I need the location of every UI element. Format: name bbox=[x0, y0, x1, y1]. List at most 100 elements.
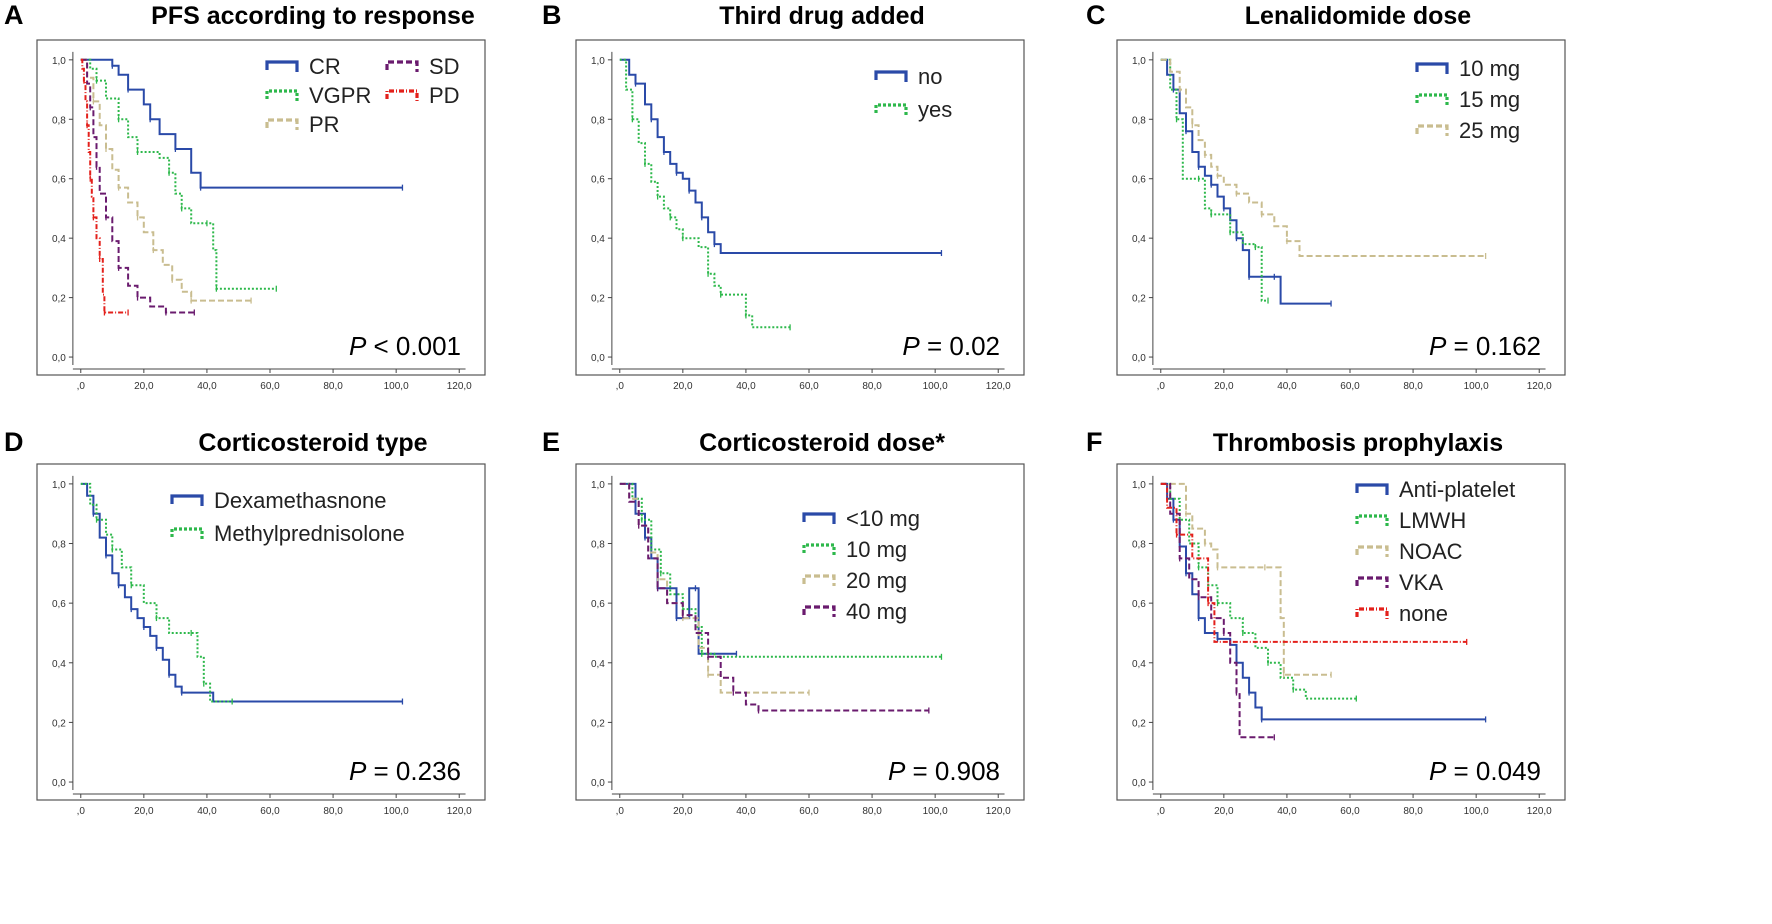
legend-swatch bbox=[265, 89, 299, 101]
y-tick-label: 0,2 bbox=[1132, 294, 1146, 305]
p-value-symbol: P bbox=[888, 756, 906, 786]
y-tick-label: 0,4 bbox=[1132, 234, 1146, 245]
y-tick-label: 0,2 bbox=[52, 718, 66, 729]
legend-label: none bbox=[1399, 601, 1448, 626]
y-tick-label: 0,2 bbox=[591, 718, 605, 729]
y-tick-label: 0,4 bbox=[52, 659, 66, 670]
y-tick-label: 0,6 bbox=[1132, 175, 1146, 186]
chart-title: Thrombosis prophylaxis bbox=[1213, 429, 1503, 457]
p-value: P = 0.162 bbox=[1429, 331, 1541, 361]
chart-panel-E: E Corticosteroid dose* 0,0 0,2 0,4 0,6 0,8 1,0,… bbox=[542, 427, 1025, 817]
y-tick-label: 0,4 bbox=[591, 234, 605, 245]
legend-swatch bbox=[1355, 545, 1389, 557]
legend-label: 20 mg bbox=[846, 568, 907, 593]
x-tick-label: 40,0 bbox=[1277, 806, 1297, 817]
p-value: P = 0.02 bbox=[902, 331, 1000, 361]
km-curve-yes bbox=[619, 58, 791, 329]
y-tick-label: 0,0 bbox=[52, 778, 66, 789]
legend-label: PR bbox=[309, 112, 340, 137]
y-tick-label: 0,2 bbox=[52, 294, 66, 305]
x-tick-label: 20,0 bbox=[1214, 806, 1234, 817]
y-tick-label: 1,0 bbox=[591, 56, 605, 67]
y-tick-label: 0,0 bbox=[52, 353, 66, 364]
y-tick-label: 0,4 bbox=[591, 659, 605, 670]
legend-swatch bbox=[874, 70, 908, 82]
x-tick-label: 20,0 bbox=[673, 806, 693, 817]
x-tick-label: 40,0 bbox=[197, 381, 217, 392]
y-tick-label: 0,8 bbox=[1132, 540, 1146, 551]
legend-label: no bbox=[918, 64, 942, 89]
x-tick-label: 120,0 bbox=[986, 806, 1011, 817]
km-curve-no bbox=[619, 58, 942, 254]
legend-swatch bbox=[802, 512, 836, 524]
x-tick-label: 100,0 bbox=[384, 381, 409, 392]
legend-label: yes bbox=[918, 97, 952, 122]
legend-label: Methylprednisolone bbox=[214, 521, 405, 546]
km-curve--10-mg bbox=[619, 482, 737, 655]
legend-swatch bbox=[170, 527, 204, 539]
legend-swatch bbox=[385, 60, 419, 72]
p-value-symbol: P bbox=[349, 331, 367, 361]
legend-swatch bbox=[265, 60, 299, 72]
legend-swatch bbox=[1355, 576, 1389, 588]
p-value-symbol: P bbox=[1429, 756, 1447, 786]
y-tick-label: 0,4 bbox=[52, 234, 66, 245]
x-tick-label: 120,0 bbox=[986, 381, 1011, 392]
y-tick-label: 1,0 bbox=[1132, 480, 1146, 491]
x-tick-label: ,0 bbox=[77, 806, 86, 817]
chart-title: Lenalidomide dose bbox=[1245, 2, 1472, 30]
y-tick-label: 0,8 bbox=[591, 115, 605, 126]
panel-label: F bbox=[1086, 427, 1103, 457]
p-value: P = 0.908 bbox=[888, 756, 1000, 786]
km-curve-dexamethasnone bbox=[80, 482, 403, 703]
x-tick-label: 20,0 bbox=[134, 806, 154, 817]
legend-swatch bbox=[1415, 62, 1449, 74]
km-curve-pr bbox=[80, 58, 252, 302]
p-value-text: = 0.162 bbox=[1446, 331, 1541, 361]
legend-label: VGPR bbox=[309, 83, 371, 108]
legend-label: 40 mg bbox=[846, 599, 907, 624]
km-curve-20-mg bbox=[619, 482, 809, 694]
legend-swatch bbox=[802, 605, 836, 617]
legend-label: CR bbox=[309, 54, 341, 79]
legend-label: VKA bbox=[1399, 570, 1443, 595]
x-tick-label: 60,0 bbox=[260, 806, 280, 817]
km-curve-pd bbox=[80, 58, 129, 314]
legend-swatch bbox=[1355, 483, 1389, 495]
km-curve-lmwh bbox=[1160, 482, 1357, 700]
x-tick-label: 60,0 bbox=[799, 381, 819, 392]
p-value-text: = 0.908 bbox=[905, 756, 1000, 786]
y-tick-label: 0,6 bbox=[1132, 599, 1146, 610]
y-tick-label: 0,8 bbox=[52, 115, 66, 126]
y-tick-label: 0,0 bbox=[1132, 778, 1146, 789]
p-value-symbol: P bbox=[349, 756, 367, 786]
chart-title: Corticosteroid type bbox=[198, 429, 427, 457]
p-value-symbol: P bbox=[902, 331, 920, 361]
y-tick-label: 1,0 bbox=[591, 480, 605, 491]
chart-title: PFS according to response bbox=[151, 2, 475, 30]
legend-label: Dexamethasnone bbox=[214, 488, 386, 513]
y-tick-label: 1,0 bbox=[52, 56, 66, 67]
legend-label: PD bbox=[429, 83, 460, 108]
y-tick-label: 0,2 bbox=[1132, 718, 1146, 729]
chart-panel-D: D Corticosteroid type 0,0 0,2 0,4 0,6 0,8 1,0 ,0… bbox=[4, 427, 486, 817]
x-tick-label: 100,0 bbox=[923, 381, 948, 392]
km-curve-cr bbox=[80, 58, 403, 189]
plot-frame bbox=[1116, 463, 1566, 801]
legend-label: <10 mg bbox=[846, 506, 920, 531]
y-tick-label: 1,0 bbox=[1132, 56, 1146, 67]
legend-swatch bbox=[1415, 93, 1449, 105]
legend-label: Anti-platelet bbox=[1399, 477, 1515, 502]
x-tick-label: 80,0 bbox=[323, 806, 343, 817]
x-tick-label: 60,0 bbox=[1340, 806, 1360, 817]
chart-title: Corticosteroid dose* bbox=[699, 429, 945, 457]
x-tick-label: ,0 bbox=[616, 806, 625, 817]
chart-panel-B: B Third drug added 0,0 0,2 0,4 0,6 0,8 1,0 ,0 20,… bbox=[542, 0, 1025, 392]
km-curve-vka bbox=[1160, 482, 1275, 739]
plot-frame bbox=[575, 39, 1025, 376]
x-tick-label: 40,0 bbox=[197, 806, 217, 817]
panel-label: D bbox=[4, 427, 24, 457]
legend-label: 10 mg bbox=[1459, 56, 1520, 81]
